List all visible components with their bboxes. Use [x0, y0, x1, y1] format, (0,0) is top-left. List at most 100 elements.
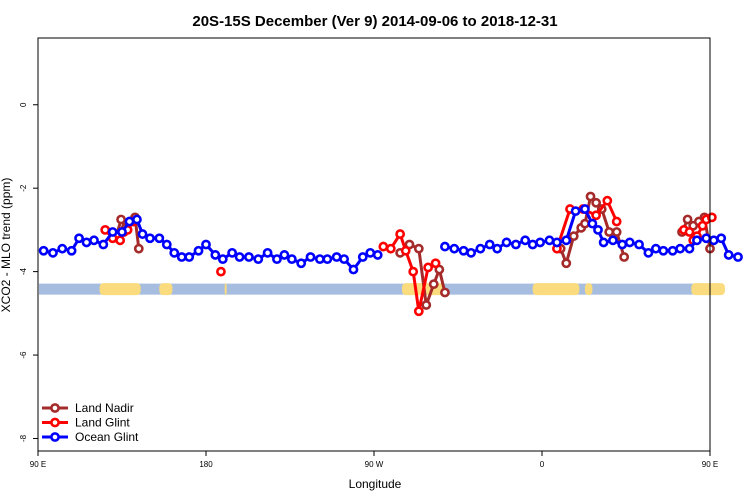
data-point	[216, 266, 226, 277]
legend-swatch-point	[50, 417, 60, 428]
x-tick-label: 90 W	[365, 460, 384, 469]
data-point	[244, 252, 254, 262]
data-point	[413, 243, 424, 254]
data-point	[385, 243, 396, 254]
data-point	[116, 214, 126, 225]
legend-item: Land Nadir	[42, 401, 134, 415]
data-point	[449, 243, 460, 254]
data-point	[314, 254, 325, 265]
data-point	[74, 233, 84, 244]
data-point	[322, 254, 333, 265]
data-point	[81, 237, 92, 248]
data-point	[501, 237, 512, 248]
land-patch	[691, 283, 725, 296]
data-point	[510, 239, 521, 250]
data-point	[132, 214, 142, 225]
data-point	[286, 254, 297, 265]
data-point	[619, 252, 630, 262]
data-point	[400, 245, 411, 256]
legend-label: Land Glint	[75, 416, 130, 430]
legend-swatch-point	[50, 403, 60, 413]
y-axis-label: XCO2 - MLO trend (ppm)	[0, 178, 13, 313]
land-patch	[99, 283, 141, 296]
data-point	[617, 239, 628, 250]
data-point	[708, 235, 719, 246]
data-point	[440, 241, 450, 252]
data-point	[591, 210, 602, 221]
data-point	[634, 239, 644, 250]
data-point	[193, 245, 204, 256]
data-point	[339, 254, 350, 265]
data-point	[145, 233, 155, 244]
data-point	[733, 252, 743, 262]
data-point	[458, 245, 469, 256]
series-ocean-glint	[38, 204, 743, 275]
data-point	[365, 247, 376, 258]
data-point	[604, 227, 615, 237]
data-point	[611, 216, 622, 227]
data-point	[408, 266, 419, 277]
data-point	[593, 224, 603, 235]
data-point	[570, 206, 581, 217]
data-point	[227, 247, 238, 258]
data-point	[348, 264, 359, 275]
land-patch	[224, 283, 227, 296]
series-group	[38, 191, 743, 317]
data-point	[608, 235, 618, 246]
data-point	[692, 235, 702, 246]
data-point	[561, 258, 572, 269]
data-point	[716, 233, 727, 244]
data-point	[184, 252, 195, 262]
data-point	[520, 235, 531, 246]
y-axis: 0 -2 -4 -6 -8	[19, 102, 38, 442]
data-point	[624, 237, 635, 248]
x-tick-label: 90 E	[702, 460, 718, 469]
data-point	[585, 191, 596, 202]
data-point	[667, 245, 678, 256]
legend-label: Land Nadir	[75, 401, 134, 415]
data-point	[723, 250, 734, 260]
data-point	[484, 239, 495, 250]
data-point	[89, 235, 99, 246]
data-point	[580, 204, 590, 214]
data-point	[272, 254, 282, 265]
data-point	[643, 247, 654, 258]
data-point	[357, 252, 368, 262]
data-point	[57, 243, 68, 254]
land-patch	[159, 283, 173, 296]
data-point	[296, 258, 307, 269]
data-point	[675, 243, 686, 254]
data-point	[331, 252, 342, 262]
data-point	[701, 233, 712, 244]
data-point	[591, 197, 602, 208]
data-point	[561, 235, 572, 246]
data-point	[598, 237, 609, 248]
data-point	[535, 237, 546, 248]
data-point	[262, 247, 273, 258]
legend-label: Ocean Glint	[75, 430, 139, 444]
data-point	[100, 224, 111, 235]
y-tick-label: -4	[19, 268, 28, 276]
x-tick-label: 90 E	[30, 460, 46, 469]
data-point	[234, 252, 245, 262]
data-point	[107, 227, 118, 237]
data-point	[706, 212, 717, 223]
data-point	[201, 239, 211, 250]
data-point	[117, 227, 127, 237]
x-tick-label: 0	[540, 460, 545, 469]
data-point	[544, 235, 555, 246]
data-point	[169, 247, 180, 258]
data-point	[466, 247, 476, 258]
legend-item: Land Glint	[42, 416, 130, 430]
y-tick-label: -2	[19, 184, 28, 192]
data-point	[684, 227, 695, 237]
data-point	[372, 250, 383, 260]
data-point	[378, 241, 389, 252]
data-point	[430, 258, 441, 269]
data-point	[587, 218, 598, 229]
data-point	[440, 287, 450, 298]
data-point	[279, 250, 290, 260]
data-point	[305, 252, 316, 262]
